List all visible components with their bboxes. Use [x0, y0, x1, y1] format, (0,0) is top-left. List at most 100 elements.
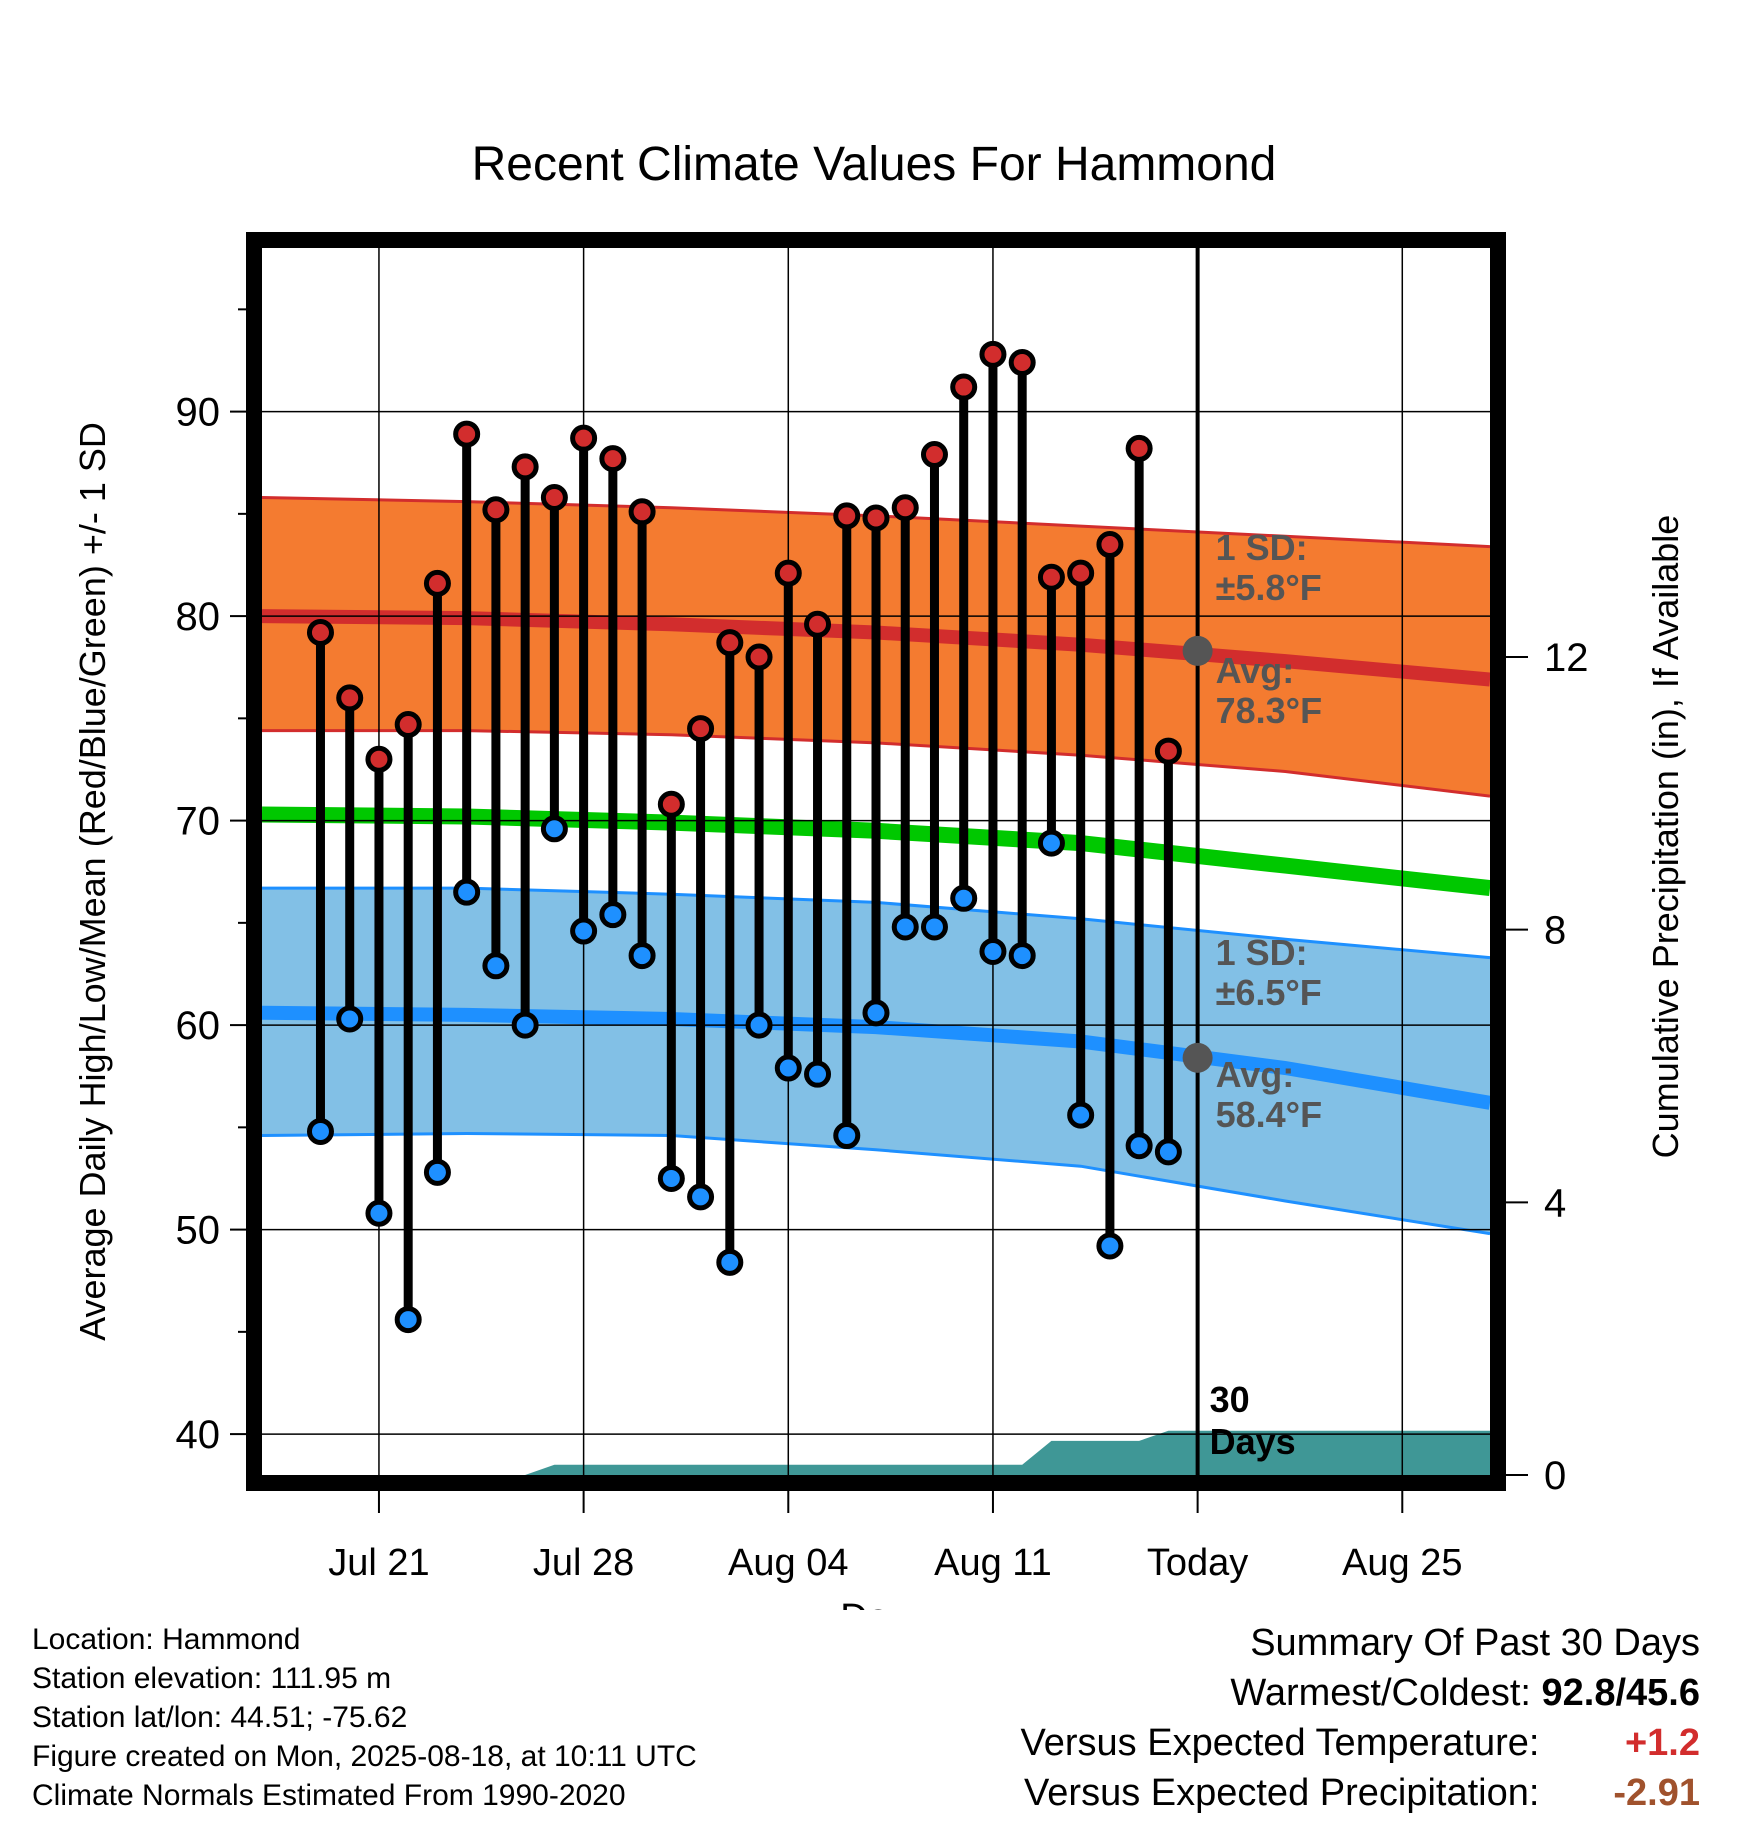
daily-high-point [745, 643, 773, 671]
daily-low-point [1096, 1232, 1124, 1260]
y-tick-label: 60 [176, 1004, 221, 1048]
plot-frame [246, 232, 1506, 1491]
daily-low-point [687, 1183, 715, 1211]
daily-low-point [745, 1011, 773, 1039]
y2-tick-label: 8 [1544, 909, 1566, 953]
daily-high-point [687, 715, 715, 743]
y-tick-label: 70 [176, 800, 221, 844]
daily-high-point [1008, 349, 1036, 377]
x-tick-label: Today [1147, 1542, 1248, 1584]
daily-high-point [657, 790, 685, 818]
x-tick-label: Aug 25 [1342, 1542, 1462, 1584]
summary-temp-row: Versus Expected Temperature: +1.2 [1021, 1718, 1700, 1768]
daily-high-point [511, 453, 539, 481]
low-sd-lower-edge [262, 1131, 1490, 1236]
daily-low-point [950, 884, 978, 912]
daily-low-point [365, 1199, 393, 1227]
daily-low-point [423, 1158, 451, 1186]
daily-low-point [804, 1060, 832, 1088]
high-avg-value: 78.3°F [1216, 690, 1322, 731]
daily-low-point [716, 1248, 744, 1276]
daily-low-point [833, 1122, 861, 1150]
daily-high-point [628, 498, 656, 526]
daily-high-point [950, 373, 978, 401]
daily-low-point [1125, 1132, 1153, 1160]
daily-high-point [570, 424, 598, 452]
x-tick-label: Aug 11 [934, 1542, 1052, 1584]
chart-title: Recent Climate Values For Hammond [472, 138, 1277, 191]
high-sd-label: 1 SD: [1216, 527, 1308, 568]
daily-high-point [1096, 531, 1124, 559]
daily-high-point [453, 420, 481, 448]
daily-low-point [891, 913, 919, 941]
climate-chart: Recent Climate Values For Hammond 1 SD:±… [72, 138, 1686, 1610]
daily-low-point [540, 815, 568, 843]
low-sd-value: ±6.5°F [1216, 972, 1322, 1013]
precip-area [262, 1430, 1490, 1475]
x-tick-label: Jul 21 [328, 1542, 429, 1584]
daily-high-point [862, 504, 890, 532]
daily-low-point [920, 913, 948, 941]
daily-low-point [482, 952, 510, 980]
warmest-value: 92.8/45.6 [1541, 1672, 1700, 1714]
daily-high-point [540, 483, 568, 511]
summary-precip-row: Versus Expected Precipitation: -2.91 [1021, 1768, 1700, 1818]
daily-low-point [862, 999, 890, 1027]
daily-high-point [804, 610, 832, 638]
daily-high-point [920, 441, 948, 469]
y2-tick-label: 0 [1544, 1454, 1566, 1498]
daily-high-point [774, 559, 802, 587]
low-normal-line [262, 1005, 1490, 1110]
daily-low-point [599, 901, 627, 929]
daily-low-point [774, 1054, 802, 1082]
y-axis-label: Average Daily High/Low/Mean (Red/Blue/Gr… [72, 422, 113, 1341]
x-tick-label: Jul 28 [533, 1542, 634, 1584]
location-text: Location: Hammond [32, 1623, 301, 1656]
precip-label: Versus Expected Precipitation: [1024, 1772, 1540, 1814]
daily-high-point [1125, 434, 1153, 462]
daily-low-point [570, 917, 598, 945]
daily-high-point [482, 496, 510, 524]
daily-low-point [1008, 942, 1036, 970]
y2-tick-label: 12 [1544, 636, 1589, 680]
today-label-line2: Days [1210, 1421, 1296, 1462]
normals-text: Climate Normals Estimated From 1990-2020 [32, 1779, 626, 1812]
daily-low-point [979, 937, 1007, 965]
daily-high-point [833, 502, 861, 530]
daily-low-point [1154, 1138, 1182, 1166]
y-tick-label: 40 [176, 1413, 221, 1457]
x-tick-label: Aug 04 [728, 1542, 848, 1584]
y-tick-label: 50 [176, 1209, 221, 1253]
daily-high-point [306, 618, 334, 646]
station-info: Location: Hammond Station elevation: 111… [32, 1620, 697, 1815]
y2-tick-label: 4 [1544, 1181, 1566, 1225]
created-text: Figure created on Mon, 2025-08-18, at 10… [32, 1740, 697, 1773]
y-tick-label: 90 [176, 391, 221, 435]
daily-high-point [1037, 563, 1065, 591]
daily-high-point [1154, 737, 1182, 765]
daily-low-point [657, 1164, 685, 1192]
daily-high-point [716, 629, 744, 657]
precip-value: -2.91 [1613, 1772, 1700, 1814]
summary-warmest-row: Warmest/Coldest: 92.8/45.6 [1021, 1668, 1700, 1718]
warmest-label: Warmest/Coldest: [1230, 1672, 1531, 1714]
low-sd-label: 1 SD: [1216, 932, 1308, 973]
daily-low-point [1037, 829, 1065, 857]
daily-low-point [628, 942, 656, 970]
daily-high-point [423, 569, 451, 597]
daily-high-point [365, 745, 393, 773]
daily-low-point [394, 1306, 422, 1334]
low-avg-value: 58.4°F [1216, 1094, 1322, 1135]
low-avg-label: Avg: [1216, 1054, 1295, 1095]
temp-label: Versus Expected Temperature: [1020, 1722, 1540, 1764]
daily-high-point [891, 494, 919, 522]
low-sd-band [262, 888, 1490, 1234]
elevation-text: Station elevation: 111.95 m [32, 1662, 392, 1695]
today-label-line1: 30 [1210, 1379, 1250, 1420]
temp-value: +1.2 [1624, 1722, 1700, 1764]
daily-low-point [1067, 1101, 1095, 1129]
daily-high-point [336, 684, 364, 712]
x-axis-label: Day [840, 1597, 908, 1610]
summary-panel: Summary Of Past 30 Days Warmest/Coldest:… [1021, 1618, 1700, 1818]
